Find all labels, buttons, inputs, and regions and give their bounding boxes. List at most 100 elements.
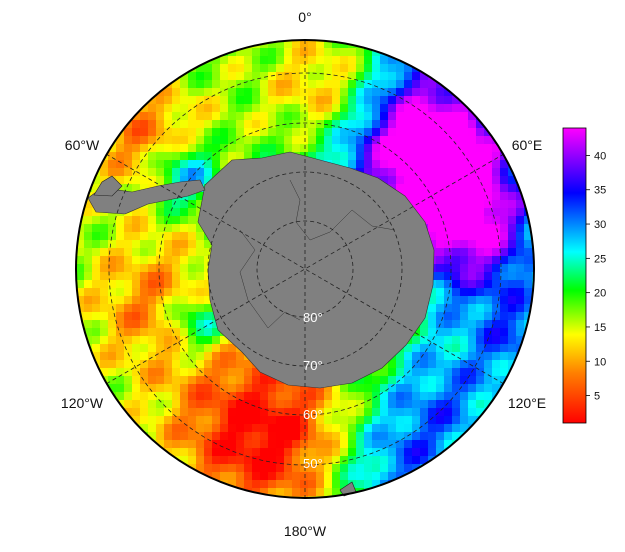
ocean-cell xyxy=(244,416,252,424)
ocean-cell xyxy=(372,384,380,392)
ocean-cell xyxy=(228,104,236,112)
ocean-cell xyxy=(260,64,268,72)
ocean-cell xyxy=(244,112,252,120)
ocean-cell xyxy=(84,200,92,208)
ocean-cell xyxy=(444,168,452,176)
ocean-cell xyxy=(444,184,452,192)
ocean-cell xyxy=(300,72,308,80)
ocean-cell xyxy=(268,424,276,432)
ocean-cell xyxy=(484,384,492,392)
ocean-cell xyxy=(100,336,108,344)
ocean-cell xyxy=(164,200,172,208)
ocean-cell xyxy=(244,392,252,400)
ocean-cell xyxy=(452,144,460,152)
ocean-cell xyxy=(428,128,436,136)
ocean-cell xyxy=(484,184,492,192)
ocean-cell xyxy=(300,96,308,104)
ocean-cell xyxy=(452,208,460,216)
ocean-cell xyxy=(324,56,332,64)
ocean-cell xyxy=(436,144,444,152)
ocean-cell xyxy=(308,96,316,104)
ocean-cell xyxy=(500,176,508,184)
ocean-cell xyxy=(508,224,516,232)
ocean-cell xyxy=(260,432,268,440)
ocean-cell xyxy=(124,368,132,376)
ocean-cell xyxy=(228,384,236,392)
ocean-cell xyxy=(236,120,244,128)
ocean-cell xyxy=(228,144,236,152)
ocean-cell xyxy=(324,144,332,152)
ocean-cell xyxy=(124,400,132,408)
ocean-cell xyxy=(132,112,140,120)
ocean-cell xyxy=(484,320,492,328)
ocean-cell xyxy=(508,376,516,384)
ocean-cell xyxy=(308,448,316,456)
ocean-cell xyxy=(164,416,172,424)
ocean-cell xyxy=(484,248,492,256)
ocean-cell xyxy=(492,184,500,192)
ocean-cell xyxy=(340,400,348,408)
ocean-cell xyxy=(260,440,268,448)
lat-label-60: 60° xyxy=(303,407,323,422)
ocean-cell xyxy=(108,256,116,264)
ocean-cell xyxy=(156,216,164,224)
ocean-cell xyxy=(396,424,404,432)
ocean-cell xyxy=(284,448,292,456)
ocean-cell xyxy=(196,376,204,384)
ocean-cell xyxy=(132,136,140,144)
ocean-cell xyxy=(428,320,436,328)
ocean-cell xyxy=(516,360,524,368)
ocean-cell xyxy=(524,344,532,352)
ocean-cell xyxy=(364,456,372,464)
ocean-cell xyxy=(364,464,372,472)
ocean-cell xyxy=(452,272,460,280)
ocean-cell xyxy=(188,136,196,144)
ocean-cell xyxy=(388,392,396,400)
ocean-cell xyxy=(516,200,524,208)
ocean-cell xyxy=(348,456,356,464)
ocean-cell xyxy=(140,136,148,144)
ocean-cell xyxy=(276,424,284,432)
ocean-cell xyxy=(108,312,116,320)
ocean-cell xyxy=(396,416,404,424)
ocean-cell xyxy=(436,312,444,320)
ocean-cell xyxy=(76,232,84,240)
ocean-cell xyxy=(436,184,444,192)
ocean-cell xyxy=(452,376,460,384)
ocean-cell xyxy=(156,256,164,264)
ocean-cell xyxy=(188,240,196,248)
ocean-cell xyxy=(220,352,228,360)
ocean-cell xyxy=(236,440,244,448)
ocean-cell xyxy=(236,88,244,96)
ocean-cell xyxy=(284,144,292,152)
ocean-cell xyxy=(492,336,500,344)
ocean-cell xyxy=(100,352,108,360)
ocean-cell xyxy=(460,248,468,256)
ocean-cell xyxy=(460,184,468,192)
ocean-cell xyxy=(356,72,364,80)
ocean-cell xyxy=(180,328,188,336)
ocean-cell xyxy=(460,272,468,280)
ocean-cell xyxy=(364,472,372,480)
ocean-cell xyxy=(212,464,220,472)
ocean-cell xyxy=(236,144,244,152)
ocean-cell xyxy=(188,232,196,240)
ocean-cell xyxy=(132,232,140,240)
ocean-cell xyxy=(340,128,348,136)
ocean-cell xyxy=(348,400,356,408)
ocean-cell xyxy=(516,168,524,176)
ocean-cell xyxy=(204,400,212,408)
ocean-cell xyxy=(452,344,460,352)
ocean-cell xyxy=(220,456,228,464)
ocean-cell xyxy=(116,152,124,160)
ocean-cell xyxy=(252,48,260,56)
ocean-cell xyxy=(84,248,92,256)
ocean-cell xyxy=(164,248,172,256)
ocean-cell xyxy=(292,400,300,408)
ocean-cell xyxy=(484,160,492,168)
ocean-cell xyxy=(204,368,212,376)
ocean-cell xyxy=(476,184,484,192)
ocean-cell xyxy=(132,176,140,184)
ocean-cell xyxy=(228,136,236,144)
